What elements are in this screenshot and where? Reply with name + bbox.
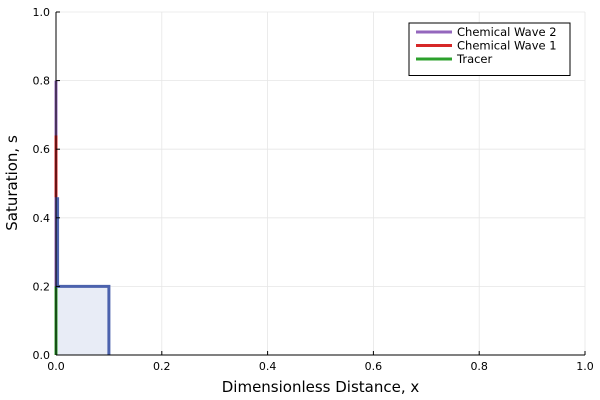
legend-label: Tracer bbox=[456, 52, 493, 66]
grid bbox=[55, 11, 586, 356]
shaded-area bbox=[56, 286, 109, 355]
y-tick-label: 0.8 bbox=[33, 75, 51, 88]
y-tick-label: 0.0 bbox=[33, 349, 51, 362]
x-tick-label: 0.6 bbox=[365, 360, 383, 373]
x-axis-title: Dimensionless Distance, x bbox=[222, 378, 420, 396]
legend-label: Chemical Wave 2 bbox=[457, 25, 557, 39]
y-tick-label: 1.0 bbox=[33, 6, 51, 19]
y-tick-label: 0.6 bbox=[33, 143, 51, 156]
x-tick-label: 1.0 bbox=[576, 360, 594, 373]
y-axis-title: Saturation, s bbox=[3, 135, 21, 231]
x-tick-label: 0.0 bbox=[47, 360, 65, 373]
legend-label: Chemical Wave 1 bbox=[457, 39, 557, 53]
y-tick-label: 0.4 bbox=[33, 212, 51, 225]
x-tick-label: 0.4 bbox=[259, 360, 277, 373]
y-tick-label: 0.2 bbox=[33, 280, 51, 293]
x-tick-label: 0.8 bbox=[470, 360, 488, 373]
shaded-region bbox=[56, 286, 109, 355]
axes bbox=[55, 11, 586, 356]
x-tick-label: 0.2 bbox=[153, 360, 171, 373]
tick-labels: 0.0 0.2 0.4 0.6 0.8 1.0 0.0 0.2 0.4 0.6 0.8 1.0 bbox=[33, 6, 594, 373]
series-line-unnamed-3 bbox=[56, 197, 111, 355]
